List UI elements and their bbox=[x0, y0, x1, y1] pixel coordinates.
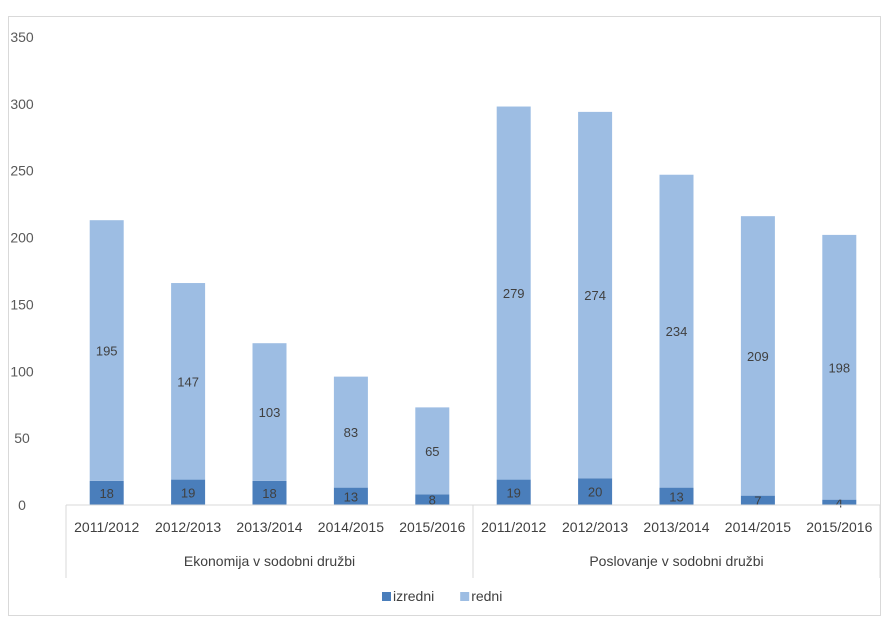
y-tick-label: 350 bbox=[10, 29, 34, 45]
bar-izredni-8 bbox=[659, 487, 694, 505]
x-tick-label: 2012/2013 bbox=[155, 519, 221, 535]
bar-izredni-2 bbox=[171, 479, 206, 505]
bar-redni-6 bbox=[496, 106, 531, 480]
y-tick-label: 250 bbox=[10, 163, 34, 179]
bar-izredni-9 bbox=[740, 495, 775, 505]
y-tick-label: 0 bbox=[18, 497, 26, 513]
data-label-izredni-3: 18 bbox=[262, 486, 276, 501]
bar-izredni-5 bbox=[415, 494, 450, 505]
data-label-izredni-5: 8 bbox=[429, 493, 436, 508]
bar-izredni-7 bbox=[578, 478, 613, 505]
y-tick-label: 200 bbox=[10, 230, 34, 246]
data-label-redni-6: 279 bbox=[503, 286, 525, 301]
legend-label-izredni: izredni bbox=[393, 588, 434, 604]
x-tick-label: 2013/2014 bbox=[643, 519, 709, 535]
legend-label-redni: redni bbox=[471, 588, 502, 604]
bar-redni-1 bbox=[89, 220, 124, 481]
x-tick-label: 2015/2016 bbox=[399, 519, 465, 535]
bar-redni-3 bbox=[252, 343, 287, 481]
y-tick-label: 50 bbox=[14, 430, 30, 446]
x-tick-label: 2015/2016 bbox=[806, 519, 872, 535]
data-label-redni-9: 209 bbox=[747, 349, 769, 364]
legend-swatch-redni bbox=[460, 592, 470, 601]
y-tick-label: 150 bbox=[10, 296, 34, 312]
bar-redni-8 bbox=[659, 174, 694, 488]
data-label-izredni-1: 18 bbox=[99, 486, 113, 501]
bar-redni-10 bbox=[822, 234, 857, 500]
data-label-redni-4: 83 bbox=[344, 425, 358, 440]
x-tick-label: 2013/2014 bbox=[236, 519, 302, 535]
bar-redni-7 bbox=[578, 111, 613, 479]
data-label-izredni-10: 4 bbox=[836, 495, 843, 510]
bar-izredni-6 bbox=[496, 479, 531, 505]
data-label-redni-2: 147 bbox=[177, 374, 199, 389]
data-label-redni-7: 274 bbox=[584, 288, 606, 303]
data-label-izredni-6: 19 bbox=[506, 485, 520, 500]
chart-frame bbox=[8, 16, 881, 616]
bar-redni-4 bbox=[333, 376, 368, 488]
bar-redni-9 bbox=[740, 216, 775, 496]
x-tick-label: 2014/2015 bbox=[725, 519, 791, 535]
bar-izredni-3 bbox=[252, 480, 287, 505]
bar-izredni-10 bbox=[822, 499, 857, 505]
data-label-izredni-8: 13 bbox=[669, 489, 683, 504]
y-tick-label: 300 bbox=[10, 96, 34, 112]
x-tick-label: 2011/2012 bbox=[481, 519, 546, 535]
data-label-redni-10: 198 bbox=[828, 360, 850, 375]
legend-swatch-izredni bbox=[382, 592, 391, 601]
bar-izredni-1 bbox=[89, 480, 124, 505]
x-tick-label: 2012/2013 bbox=[562, 519, 628, 535]
group-label: Ekonomija v sodobni družbi bbox=[184, 553, 355, 569]
y-tick-label: 100 bbox=[10, 363, 34, 379]
x-tick-label: 2011/2012 bbox=[74, 519, 139, 535]
data-label-izredni-9: 7 bbox=[754, 493, 761, 508]
data-label-izredni-7: 20 bbox=[588, 485, 602, 500]
data-label-izredni-4: 13 bbox=[344, 489, 358, 504]
data-label-redni-8: 234 bbox=[666, 324, 688, 339]
bar-redni-2 bbox=[171, 283, 206, 480]
bar-izredni-4 bbox=[333, 487, 368, 505]
data-label-redni-5: 65 bbox=[425, 444, 439, 459]
bar-redni-5 bbox=[415, 407, 450, 495]
group-label: Poslovanje v sodobni družbi bbox=[589, 553, 763, 569]
x-tick-label: 2014/2015 bbox=[318, 519, 384, 535]
data-label-izredni-2: 19 bbox=[181, 485, 195, 500]
data-label-redni-1: 195 bbox=[96, 344, 118, 359]
data-label-redni-3: 103 bbox=[259, 405, 281, 420]
